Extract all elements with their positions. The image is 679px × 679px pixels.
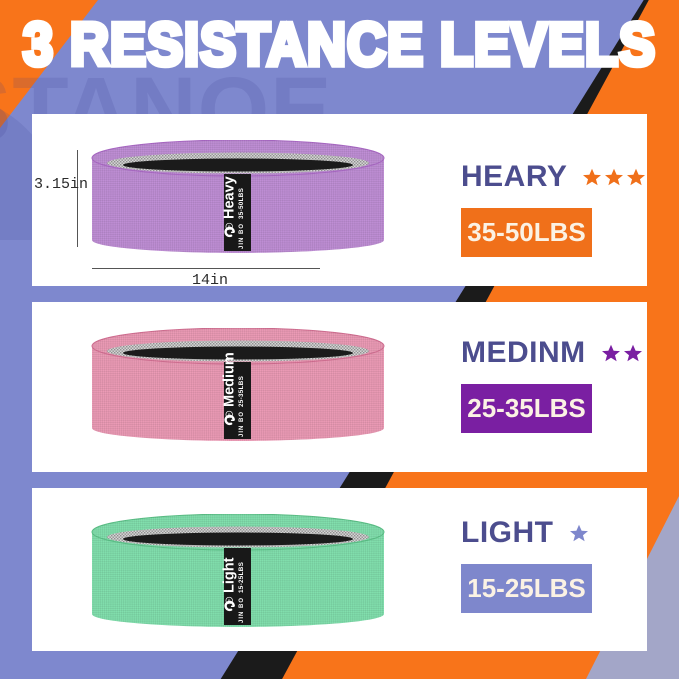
svg-text:25-35LBS: 25-35LBS bbox=[238, 376, 245, 407]
svg-text:JIN BO: JIN BO bbox=[239, 411, 245, 437]
svg-text:Light: Light bbox=[222, 557, 238, 593]
svg-text:35-50LBS: 35-50LBS bbox=[238, 188, 245, 219]
svg-text:JIN BO: JIN BO bbox=[239, 223, 245, 249]
svg-text:Heavy: Heavy bbox=[222, 176, 238, 219]
svg-text:JIN BO: JIN BO bbox=[239, 597, 245, 623]
svg-text:Medium: Medium bbox=[222, 352, 238, 407]
svg-text:15-25LBS: 15-25LBS bbox=[238, 562, 245, 593]
